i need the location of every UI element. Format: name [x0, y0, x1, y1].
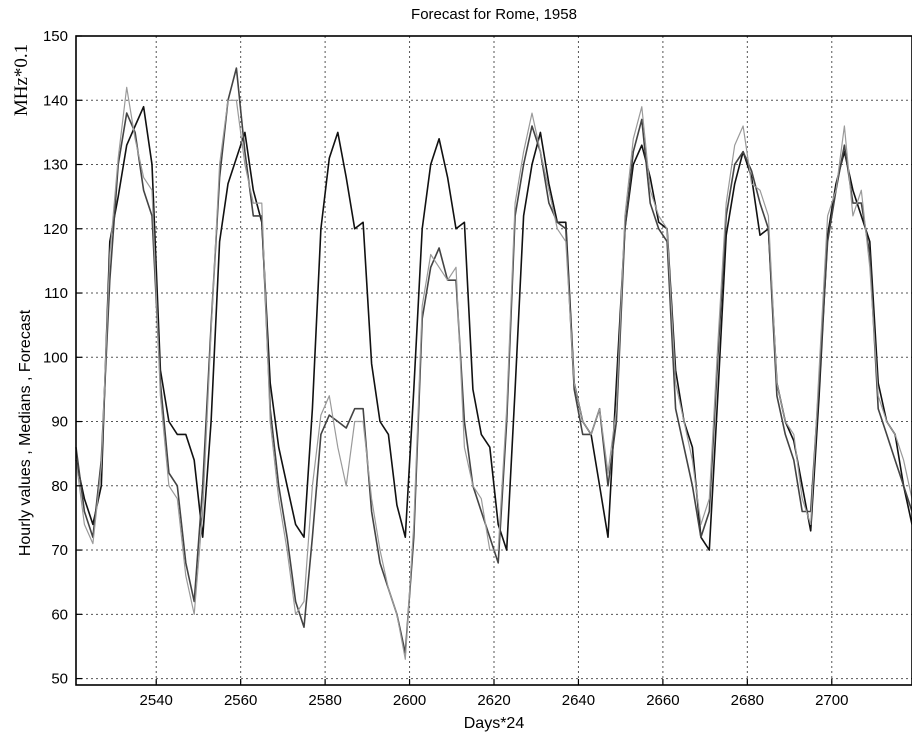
series-line-2: [75, 67, 912, 654]
x-axis-ticks: 2540 2560 2580 2600 2620 2640 2660 2680 2700: [140, 679, 848, 709]
y-tick-label: 150: [43, 28, 68, 45]
y-axis-label: Hourly values , Medians , Forecast: [17, 309, 34, 556]
x-tick-label: 2580: [308, 692, 341, 709]
x-tick-label: 2540: [140, 692, 173, 709]
y-tick-label: 140: [43, 92, 68, 109]
chart-title: Forecast for Rome, 1958: [411, 6, 577, 23]
series-lines: [75, 67, 912, 660]
y-tick-label: 50: [51, 671, 68, 688]
series-line-3: [75, 86, 912, 660]
y-tick-label: 120: [43, 221, 68, 238]
y-axis-unit-label: MHz*0.1: [11, 44, 32, 116]
x-axis-label: Days*24: [464, 715, 525, 732]
y-tick-label: 70: [51, 542, 68, 559]
grid-lines: [76, 35, 912, 685]
x-tick-label: 2700: [815, 692, 848, 709]
y-tick-label: 130: [43, 157, 68, 174]
y-tick-label: 60: [51, 606, 68, 623]
x-tick-label: 2560: [224, 692, 257, 709]
y-tick-label: 100: [43, 349, 68, 366]
y-tick-label: 90: [51, 414, 68, 431]
y-axis-ticks: 50 60 70 80 90 100 110 120 130 140 150: [43, 28, 82, 688]
x-tick-label: 2680: [731, 692, 764, 709]
series-line-1: [75, 105, 912, 551]
x-tick-label: 2660: [646, 692, 679, 709]
x-tick-label: 2640: [562, 692, 595, 709]
y-tick-label: 80: [51, 478, 68, 495]
x-tick-label: 2600: [393, 692, 426, 709]
y-tick-label: 110: [44, 285, 68, 302]
x-tick-label: 2620: [477, 692, 510, 709]
